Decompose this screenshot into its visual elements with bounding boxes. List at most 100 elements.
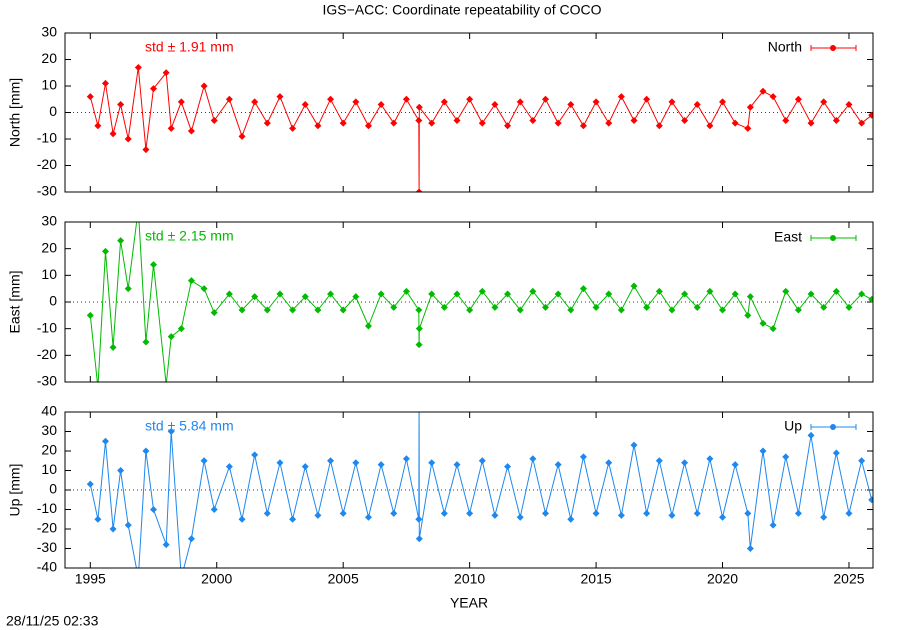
y-tick-label: 40: [41, 403, 57, 419]
data-point: [693, 303, 701, 311]
data-point: [162, 541, 170, 549]
data-point: [101, 247, 109, 255]
data-point: [276, 290, 284, 298]
data-point: [390, 119, 398, 127]
data-point: [440, 509, 448, 517]
data-point: [86, 311, 94, 319]
data-point: [109, 343, 117, 351]
data-point: [364, 322, 372, 330]
annotation: std ± 1.91 mm: [145, 39, 234, 55]
panel: -40 -30 -20 -10 0 10 20 30 40 1995 2000 2005 2010 201…: [7, 403, 874, 611]
data-point: [868, 496, 873, 504]
data-point: [238, 306, 246, 314]
data-point: [453, 116, 461, 124]
data-point: [542, 95, 550, 103]
data-point: [352, 293, 360, 301]
y-axis-label: North [mm]: [7, 78, 23, 147]
x-tick-label: 2005: [328, 571, 359, 587]
y-tick-label: 20: [41, 239, 57, 255]
data-point: [187, 127, 195, 135]
data-point: [858, 119, 866, 127]
data-point: [706, 122, 714, 130]
x-tick-label: 2010: [454, 571, 485, 587]
data-point: [339, 306, 347, 314]
data-point: [210, 506, 218, 513]
data-point: [605, 119, 613, 127]
y-tick-label: 30: [41, 213, 57, 229]
data-point: [466, 95, 474, 103]
data-point: [117, 237, 125, 245]
data-point: [86, 93, 94, 101]
data-point: [109, 130, 117, 138]
data-point: [289, 124, 297, 132]
data-point: [719, 306, 727, 314]
data-point: [162, 69, 170, 77]
data-point: [516, 513, 524, 521]
data-point: [263, 119, 271, 127]
data-point: [124, 285, 132, 293]
data-point: [377, 101, 385, 109]
data-point: [567, 306, 575, 314]
data-point: [592, 303, 600, 311]
data-point: [845, 101, 853, 109]
data-point: [86, 480, 94, 488]
data-point: [225, 290, 233, 298]
data-point: [301, 293, 309, 301]
data-point: [706, 287, 714, 295]
data-point: [415, 515, 423, 523]
data-point: [491, 101, 499, 109]
data-point: [124, 135, 132, 143]
data-point: [134, 63, 142, 71]
data-point: [276, 93, 284, 101]
data-point: [592, 509, 600, 517]
y-tick-label: 20: [41, 50, 57, 66]
data-point: [617, 511, 625, 519]
y-tick-label: 0: [49, 481, 57, 497]
data-point: [225, 463, 233, 471]
data-point: [769, 521, 777, 529]
data-point: [415, 116, 423, 124]
plot-frame: [64, 221, 874, 383]
y-tick-label: 30: [41, 422, 57, 438]
data-point: [210, 309, 218, 317]
data-point: [719, 513, 727, 521]
data-point: [567, 101, 575, 109]
data-point: [415, 535, 423, 543]
y-tick-label: 0: [49, 293, 57, 309]
data-point: [706, 455, 714, 463]
timestamp: 28/11/25 02:33: [6, 613, 99, 629]
data-point: [592, 98, 600, 106]
data-point: [605, 459, 613, 467]
data-point: [759, 87, 767, 95]
data-point: [643, 95, 651, 103]
series-line: [89, 222, 872, 382]
data-point: [327, 95, 335, 103]
data-point: [782, 287, 790, 295]
data-point: [579, 122, 587, 130]
data-point: [177, 325, 185, 333]
data-point: [377, 461, 385, 469]
data-point: [832, 116, 840, 124]
data-point: [339, 509, 347, 517]
data-point: [504, 122, 512, 130]
data-point: [746, 545, 754, 552]
legend-label: North: [768, 39, 802, 55]
data-point: [150, 506, 158, 513]
data-point: [150, 261, 158, 269]
data-point: [868, 111, 873, 119]
data-point: [655, 287, 663, 295]
data-point: [109, 525, 117, 533]
data-point: [466, 509, 474, 517]
data-point: [178, 574, 185, 581]
data-point: [377, 290, 385, 298]
data-point: [744, 124, 752, 132]
legend-marker: [830, 235, 836, 241]
data-point: [440, 303, 448, 311]
data-point: [238, 132, 246, 140]
data-point: [617, 93, 625, 101]
data-point: [820, 513, 828, 521]
data-point: [668, 511, 676, 519]
data-point: [579, 453, 587, 461]
data-point: [868, 295, 873, 303]
data-point: [744, 509, 752, 517]
